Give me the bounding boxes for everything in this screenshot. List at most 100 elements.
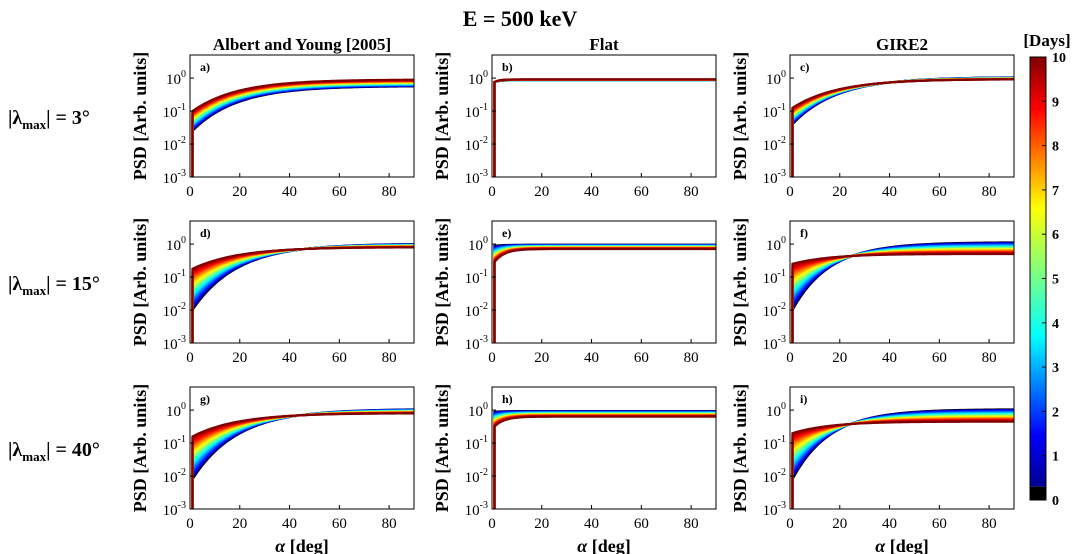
y-axis-label: PSD [Arb. units] <box>130 384 150 513</box>
y-tick-label: 100 <box>766 235 786 254</box>
y-tick-label: 10-1 <box>163 268 186 287</box>
series-line <box>493 411 716 509</box>
y-tick-label: 10-1 <box>465 102 488 121</box>
axes-frame <box>491 220 717 344</box>
y-tick-label: 10-3 <box>163 334 186 353</box>
panel-label: b) <box>502 60 513 74</box>
axes-frame <box>491 386 717 510</box>
x-tick-label: 80 <box>382 350 397 366</box>
x-tick-label: 20 <box>232 350 247 366</box>
y-tick-label: 100 <box>766 69 786 88</box>
column-titles: Albert and Young [2005] Flat GIRE2 <box>213 35 928 54</box>
y-tick-label: 10-1 <box>763 434 786 453</box>
y-axis-label: PSD [Arb. units] <box>432 384 452 513</box>
series-line <box>191 78 414 177</box>
x-tick-label: 80 <box>382 184 397 200</box>
x-tick-label: 0 <box>186 516 194 532</box>
axes-frame <box>789 386 1015 510</box>
x-tick-label: 40 <box>282 350 297 366</box>
series-line <box>493 244 716 343</box>
series-line <box>791 420 1014 509</box>
y-tick-label: 10-2 <box>763 135 786 154</box>
y-tick-label: 10-2 <box>763 467 786 486</box>
colorbar-tick-label: 0 <box>1052 494 1059 509</box>
y-tick-label: 100 <box>166 235 186 254</box>
x-tick-label: 20 <box>832 184 847 200</box>
series-line <box>493 244 716 343</box>
y-tick-label: 10-3 <box>763 168 786 187</box>
series-line <box>493 410 716 509</box>
colorbar-tick-label: 5 <box>1052 273 1059 288</box>
x-tick-label: 60 <box>932 516 947 532</box>
x-tick-label: 0 <box>488 516 496 532</box>
x-tick-label: 0 <box>786 516 794 532</box>
colorbar-gradient <box>1030 57 1046 487</box>
panel-label: c) <box>800 60 809 74</box>
x-tick-label: 80 <box>982 516 997 532</box>
panel: b) 10-3 10-2 10-1 100 0 20 40 60 80 PSD [Arb. unit… <box>432 52 717 200</box>
x-tick-label: 80 <box>982 184 997 200</box>
series-line <box>493 247 716 343</box>
series-line <box>493 244 716 343</box>
x-tick-label: 80 <box>382 516 397 532</box>
x-tick-label: 60 <box>932 184 947 200</box>
series-line <box>191 412 414 509</box>
y-tick-label: 10-1 <box>163 434 186 453</box>
x-tick-label: 0 <box>488 350 496 366</box>
panel-label: g) <box>200 392 210 406</box>
y-tick-label: 10-2 <box>763 301 786 320</box>
x-tick-label: 60 <box>332 184 347 200</box>
series-line <box>493 78 716 177</box>
series-line <box>791 252 1014 343</box>
panel-label: h) <box>502 392 513 406</box>
panel-label: i) <box>800 392 807 406</box>
y-axis-label: PSD [Arb. units] <box>730 384 750 513</box>
panel-label: a) <box>200 60 210 74</box>
y-tick-label: 10-2 <box>465 135 488 154</box>
y-axis-label: PSD [Arb. units] <box>130 52 150 181</box>
x-tick-label: 40 <box>584 184 599 200</box>
x-tick-label: 60 <box>634 184 649 200</box>
colorbar-tick-label: 4 <box>1052 317 1059 332</box>
series-line <box>493 78 716 177</box>
y-tick-label: 10-2 <box>465 301 488 320</box>
series-group <box>791 241 1014 343</box>
panel: a) 10-3 10-2 10-1 100 0 20 40 60 80 PSD [Arb. unit… <box>130 52 415 200</box>
series-line <box>493 78 716 177</box>
x-tick-label: 60 <box>634 350 649 366</box>
series-line <box>493 244 716 343</box>
panel: d) 10-3 10-2 10-1 100 0 20 40 60 80 PSD [Arb. unit… <box>130 218 415 366</box>
axes-frame <box>491 54 717 178</box>
x-tick-label: 80 <box>684 516 699 532</box>
y-tick-label: 100 <box>166 401 186 420</box>
series-line <box>493 415 716 509</box>
series-line <box>493 78 716 177</box>
y-tick-label: 100 <box>468 235 488 254</box>
colorbar-zero-band <box>1030 486 1046 500</box>
x-tick-label: 40 <box>882 350 897 366</box>
x-tick-label: 80 <box>684 350 699 366</box>
y-tick-label: 10-3 <box>163 168 186 187</box>
series-group <box>191 78 414 177</box>
series-line <box>791 78 1014 177</box>
series-group <box>191 408 414 509</box>
y-tick-label: 10-1 <box>163 102 186 121</box>
row-labels: |λmax| = 3° |λmax| = 15° |λmax| = 40° <box>8 107 100 464</box>
y-tick-label: 10-3 <box>763 500 786 519</box>
series-line <box>493 410 716 509</box>
colorbar-tick-label: 2 <box>1052 405 1059 420</box>
y-tick-label: 10-3 <box>163 500 186 519</box>
y-tick-label: 10-3 <box>465 334 488 353</box>
x-tick-label: 0 <box>186 350 194 366</box>
panel: g) 10-3 10-2 10-1 100 0 20 40 60 80 PSD [Arb. unit… <box>130 384 415 554</box>
axes-frame <box>189 220 415 344</box>
colorbar-tick-label: 3 <box>1052 361 1059 376</box>
x-tick-label: 60 <box>332 350 347 366</box>
series-group <box>791 76 1014 177</box>
series-group <box>791 408 1014 509</box>
series-line <box>791 77 1014 177</box>
y-tick-label: 10-2 <box>163 135 186 154</box>
panel: f) 10-3 10-2 10-1 100 0 20 40 60 80 PSD [Arb. unit… <box>730 218 1015 366</box>
x-tick-label: 40 <box>882 184 897 200</box>
